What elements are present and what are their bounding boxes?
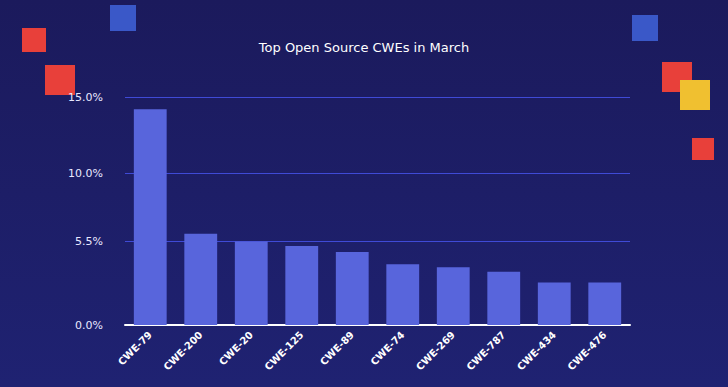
svg-text:CWE-476: CWE-476 (565, 329, 608, 372)
svg-text:CWE-434: CWE-434 (515, 329, 558, 372)
svg-text:CWE-125: CWE-125 (262, 329, 305, 372)
svg-text:0.0%: 0.0% (75, 319, 103, 332)
svg-text:CWE-20: CWE-20 (217, 329, 255, 367)
svg-text:CWE-79: CWE-79 (116, 329, 154, 367)
svg-text:10.0%: 10.0% (68, 167, 103, 180)
svg-text:CWE-74: CWE-74 (368, 329, 406, 367)
svg-text:CWE-787: CWE-787 (464, 329, 507, 372)
svg-text:5.5%: 5.5% (75, 235, 103, 248)
svg-text:CWE-89: CWE-89 (318, 329, 356, 367)
svg-text:15.0%: 15.0% (68, 91, 103, 104)
svg-text:CWE-200: CWE-200 (161, 329, 204, 372)
svg-text:Top Open Source CWEs in March: Top Open Source CWEs in March (258, 40, 469, 55)
svg-text:CWE-269: CWE-269 (414, 329, 457, 372)
